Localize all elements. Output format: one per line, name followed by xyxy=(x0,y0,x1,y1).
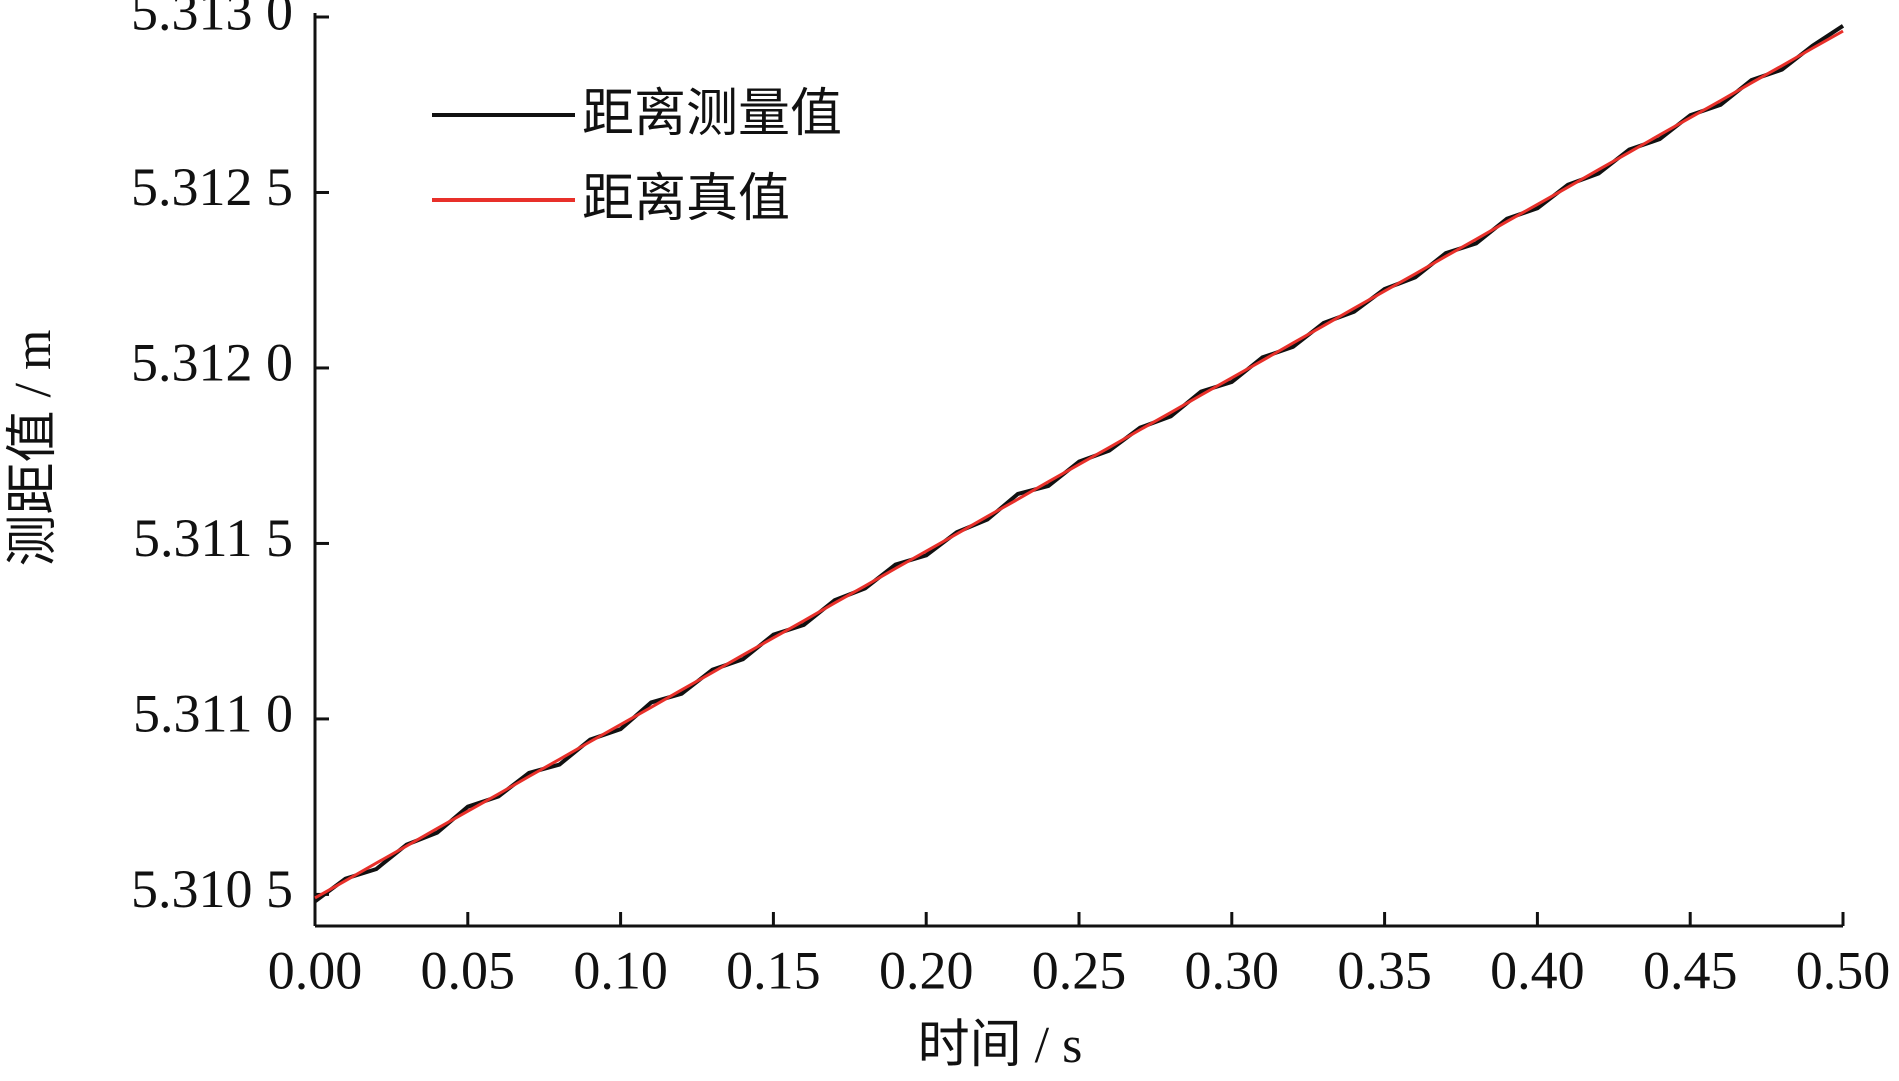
series-line xyxy=(314,29,1844,900)
legend-label: 距离真值 xyxy=(582,171,790,228)
x-tick-label: 0.20 xyxy=(879,940,974,1000)
x-tick-label: 0.05 xyxy=(421,940,516,1000)
y-tick-label: 5.313 0 xyxy=(131,0,293,41)
y-tick-label: 5.311 5 xyxy=(133,508,293,568)
x-tick-label: 0.45 xyxy=(1643,940,1738,1000)
x-tick-label: 0.15 xyxy=(726,940,821,1000)
x-tick-label: 0.00 xyxy=(268,940,363,1000)
x-tick-label: 0.25 xyxy=(1032,940,1127,1000)
x-tick-label: 0.30 xyxy=(1185,940,1280,1000)
y-tick-label: 5.311 0 xyxy=(133,683,293,743)
x-tick-label: 0.40 xyxy=(1490,940,1585,1000)
y-tick-label: 5.312 5 xyxy=(131,157,293,217)
series-line xyxy=(313,24,1845,904)
x-tick-label: 0.50 xyxy=(1796,940,1891,1000)
y-tick-label: 5.310 5 xyxy=(131,859,293,919)
x-tick-label: 0.10 xyxy=(573,940,668,1000)
legend-label: 距离测量值 xyxy=(582,86,842,143)
x-axis-title: 时间 / s xyxy=(918,1017,1083,1074)
y-axis-title: 测距值 / m xyxy=(5,330,62,567)
y-tick-label: 5.312 0 xyxy=(131,332,293,392)
x-tick-label: 0.35 xyxy=(1337,940,1432,1000)
